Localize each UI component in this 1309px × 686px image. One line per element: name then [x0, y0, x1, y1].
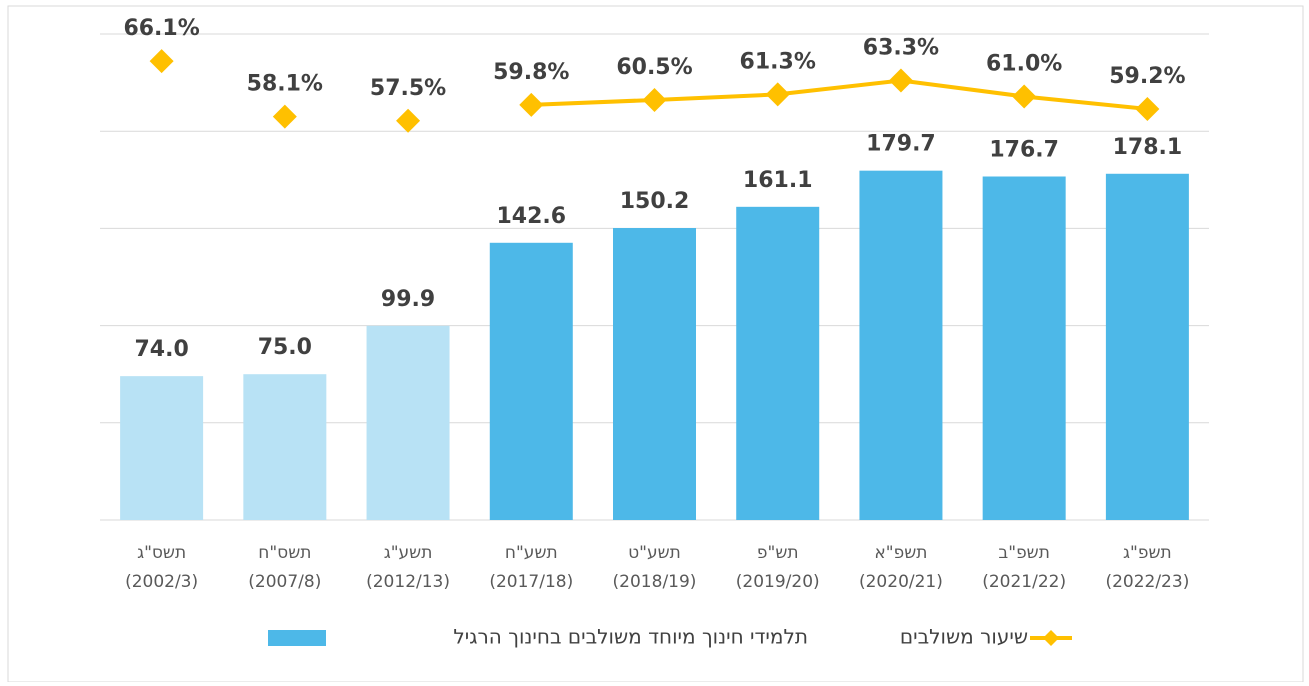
bar: [613, 228, 696, 520]
data-label: 57.5%: [370, 76, 446, 101]
legend-label: תלמידי חינוך מיוחד משולבים בחינוך הרגיל: [453, 625, 808, 649]
x-tick-label: (2021/22): [982, 572, 1066, 592]
x-tick-label: תש"פ: [757, 543, 799, 563]
data-label: 59.2%: [1109, 64, 1185, 89]
x-tick-label: תשע"ח: [505, 543, 558, 563]
x-tick-label: (2002/3): [125, 572, 198, 592]
data-label: 142.6: [496, 204, 566, 229]
x-tick-label: (2018/19): [613, 572, 697, 592]
x-tick-label: תשע"ט: [628, 543, 681, 563]
data-label: 150.2: [620, 189, 690, 214]
x-tick-label: תשפ"ג: [1123, 543, 1172, 563]
x-tick-label: (2012/13): [366, 572, 450, 592]
x-tick-label: תשפ"ב: [998, 543, 1049, 563]
data-label: 176.7: [989, 137, 1059, 162]
bar: [859, 170, 943, 520]
marker: [149, 49, 174, 74]
data-label: 179.7: [866, 132, 936, 157]
data-label: 63.3%: [863, 36, 939, 61]
bar: [736, 206, 820, 520]
bar: [120, 376, 204, 520]
data-label: 75.0: [258, 335, 312, 360]
x-tick-label: (2020/21): [859, 572, 943, 592]
x-tick-label: תשע"ג: [384, 543, 433, 563]
marker: [272, 104, 297, 129]
marker: [1012, 84, 1037, 109]
bar: [489, 242, 573, 521]
x-tick-label: (2007/8): [248, 572, 321, 592]
data-label: 61.0%: [986, 51, 1062, 76]
data-label: 58.1%: [247, 72, 323, 97]
bar: [243, 374, 327, 520]
data-label: 61.3%: [740, 49, 816, 74]
marker: [1135, 96, 1160, 121]
legend-swatch: [268, 630, 326, 646]
x-tick-label: (2019/20): [736, 572, 820, 592]
marker: [396, 108, 421, 133]
legend-marker: [1043, 630, 1059, 646]
marker: [888, 68, 913, 93]
legend-label: שיעור משולבים: [900, 625, 1028, 649]
data-label: 59.8%: [493, 60, 569, 85]
x-tick-label: תשפ"א: [874, 543, 927, 563]
bar: [366, 325, 450, 520]
x-tick-label: תשס"ח: [258, 543, 311, 563]
data-label: 99.9: [381, 287, 435, 312]
data-label: 74.0: [134, 337, 188, 362]
bar: [982, 176, 1066, 521]
line: [531, 78, 1148, 111]
marker: [765, 82, 790, 107]
marker: [642, 87, 667, 112]
data-label: 161.1: [743, 168, 813, 193]
x-tick-label: (2017/18): [489, 572, 573, 592]
bar: [1105, 173, 1189, 520]
data-label: 60.5%: [616, 55, 692, 80]
data-label: 178.1: [1113, 135, 1183, 160]
data-label: 66.1%: [123, 16, 199, 41]
x-tick-label: תשס"ג: [137, 543, 186, 563]
marker: [519, 92, 544, 117]
x-tick-label: (2022/23): [1105, 572, 1189, 592]
